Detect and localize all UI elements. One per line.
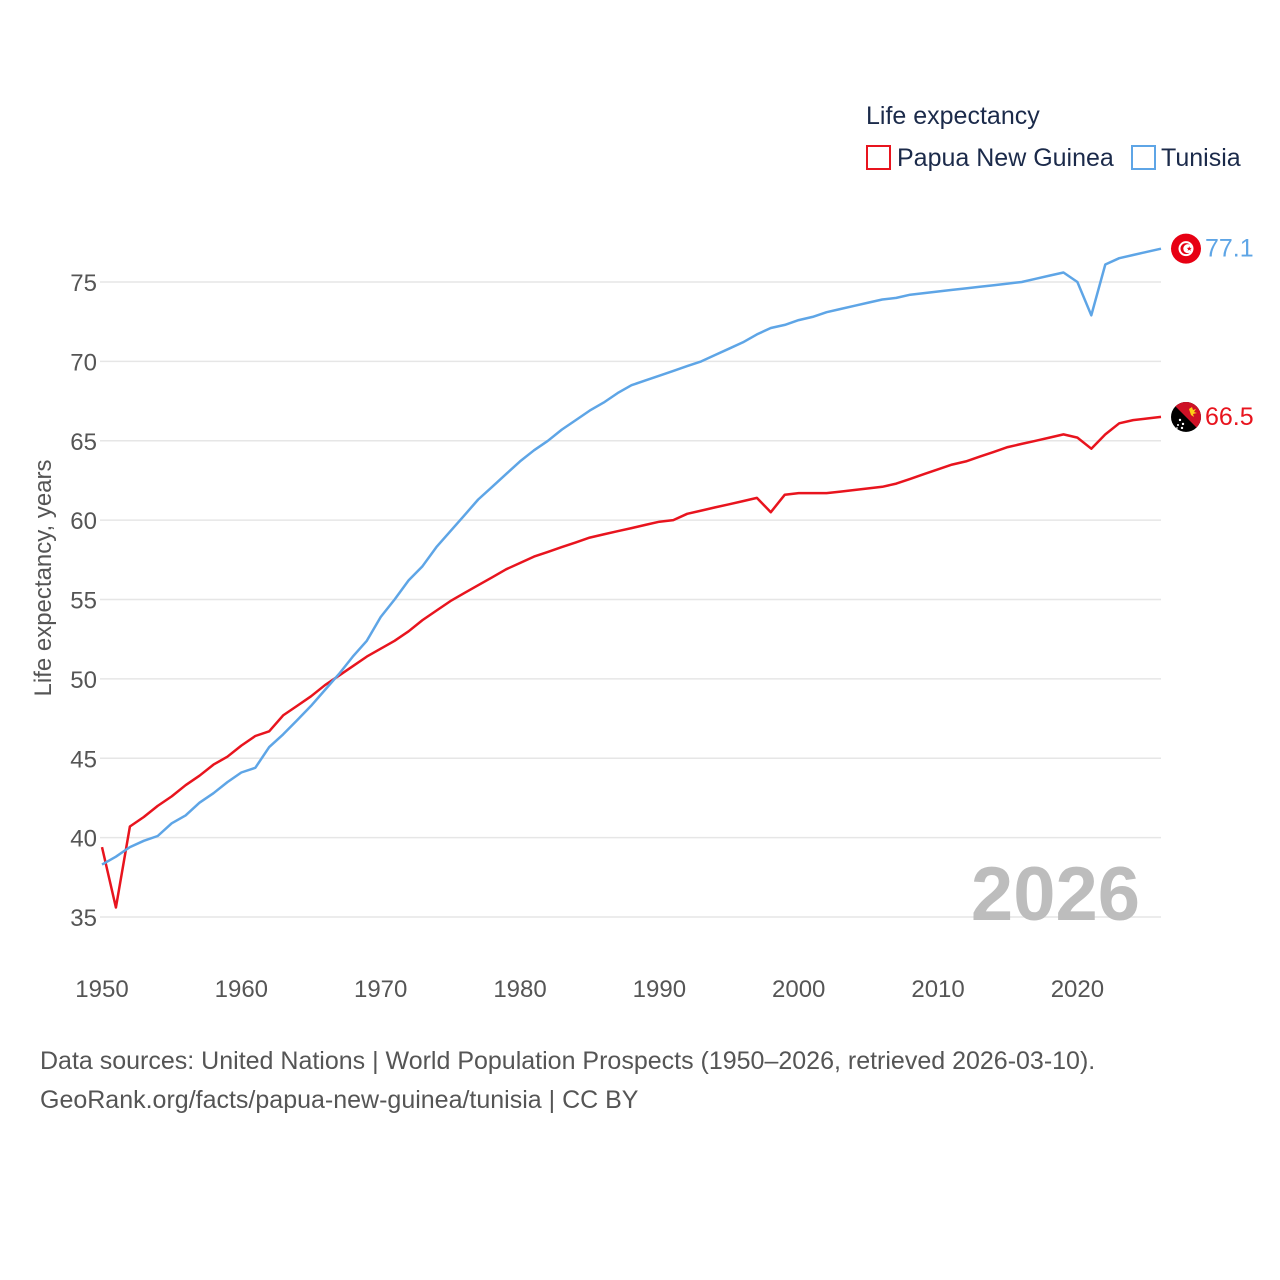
life-expectancy-chart: Life expectancy Papua New Guinea Tunisia…	[30, 102, 1254, 1003]
x-tick-label: 1950	[75, 976, 128, 1003]
x-tick-label: 2010	[911, 976, 964, 1003]
legend: Life expectancy Papua New Guinea Tunisia	[866, 102, 1241, 172]
y-axis-label: Life expectancy, years	[30, 459, 57, 696]
x-tick-label: 1980	[493, 976, 546, 1003]
papua-new-guinea-flag-icon	[1171, 401, 1201, 432]
series-line-tunisia[interactable]	[101, 247, 1162, 866]
data-source-note: Data sources: United Nations | World Pop…	[40, 1042, 1260, 1120]
y-tick-label: 60	[70, 508, 97, 535]
source-line-1: Data sources: United Nations | World Pop…	[40, 1047, 1096, 1075]
legend-swatch-papua-new-guinea[interactable]	[866, 145, 891, 170]
tunisia-flag-icon	[1171, 233, 1201, 264]
y-tick-label: 35	[70, 905, 97, 932]
x-tick-label: 2000	[772, 976, 825, 1003]
end-value-tunisia: 77.1	[1205, 235, 1254, 263]
y-tick-label: 45	[70, 746, 97, 773]
y-tick-label: 55	[70, 588, 97, 615]
end-marker-tunisia: 77.1	[1171, 233, 1254, 264]
y-axis-ticks: 35 40 45 50 55 60 65 70 75	[70, 270, 97, 932]
legend-title: Life expectancy	[866, 102, 1040, 130]
series-lines	[100, 247, 1162, 909]
end-marker-papua-new-guinea: 66.5	[1171, 401, 1254, 432]
x-tick-label: 1960	[215, 976, 268, 1003]
legend-label-tunisia[interactable]: Tunisia	[1161, 144, 1241, 172]
legend-label-papua-new-guinea[interactable]: Papua New Guinea	[897, 144, 1114, 172]
series-line-papua-new-guinea[interactable]	[100, 415, 1162, 909]
legend-swatch-tunisia[interactable]	[1131, 145, 1156, 170]
y-tick-label: 40	[70, 826, 97, 853]
x-axis-ticks: 1950 1960 1970 1980 1990 2000 2010 2020	[75, 976, 1104, 1003]
gridlines	[100, 281, 1161, 918]
year-watermark: 2026	[971, 852, 1140, 937]
y-tick-label: 70	[70, 349, 97, 376]
x-tick-label: 2020	[1051, 976, 1104, 1003]
y-tick-label: 65	[70, 429, 97, 456]
y-tick-label: 50	[70, 667, 97, 694]
source-line-2[interactable]: GeoRank.org/facts/papua-new-guinea/tunis…	[40, 1086, 639, 1114]
x-tick-label: 1970	[354, 976, 407, 1003]
x-tick-label: 1990	[633, 976, 686, 1003]
end-value-papua-new-guinea: 66.5	[1205, 403, 1254, 431]
y-tick-label: 75	[70, 270, 97, 297]
